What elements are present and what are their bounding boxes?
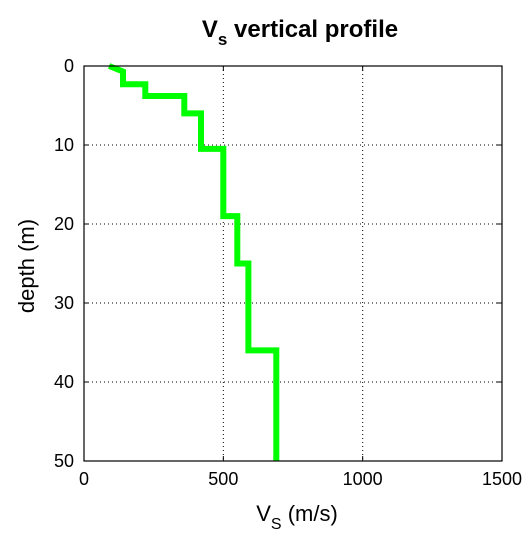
y-tick-label: 50 bbox=[54, 451, 74, 471]
plot-frame bbox=[83, 65, 503, 462]
x-tick-labels: 0 500 1000 1500 bbox=[79, 469, 522, 489]
y-tick-label: 40 bbox=[54, 372, 74, 392]
x-axis-label-rest: (m/s) bbox=[282, 501, 338, 526]
x-axis-label-main: V bbox=[256, 501, 271, 526]
y-tick-label: 10 bbox=[54, 135, 74, 155]
x-tick-label: 1000 bbox=[343, 469, 383, 489]
chart-title-subscript: s bbox=[218, 30, 227, 49]
y-tick-label: 0 bbox=[64, 56, 74, 76]
chart-title-main: V bbox=[202, 16, 218, 43]
grid-lines bbox=[84, 66, 502, 461]
y-axis-label: depth (m) bbox=[14, 219, 39, 313]
vs-profile-line bbox=[107, 63, 280, 461]
chart-title: Vs vertical profile bbox=[202, 16, 398, 49]
chart-title-rest: vertical profile bbox=[227, 16, 398, 43]
x-tick-label: 1500 bbox=[482, 469, 522, 489]
x-axis-label-subscript: S bbox=[271, 516, 282, 533]
axis-ticks bbox=[83, 65, 503, 462]
y-tick-label: 30 bbox=[54, 293, 74, 313]
x-tick-label: 500 bbox=[208, 469, 238, 489]
x-axis-label: VS (m/s) bbox=[256, 501, 338, 533]
y-tick-label: 20 bbox=[54, 214, 74, 234]
x-tick-label: 0 bbox=[79, 469, 89, 489]
plot-series bbox=[107, 63, 280, 461]
y-tick-labels: 0 10 20 30 40 50 bbox=[54, 56, 74, 471]
